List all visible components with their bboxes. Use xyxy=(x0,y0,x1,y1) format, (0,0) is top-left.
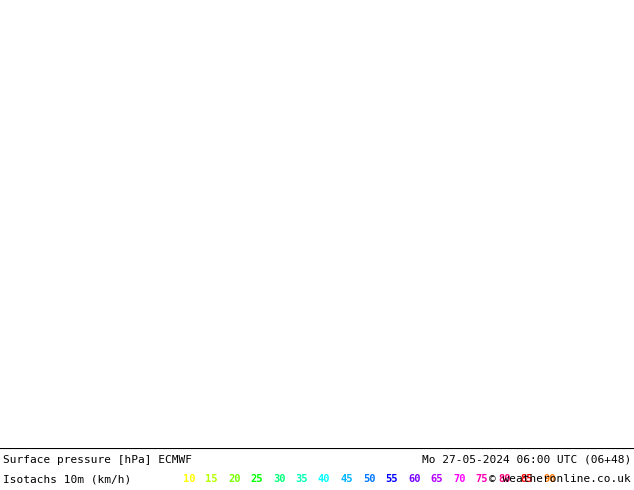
Text: 60: 60 xyxy=(408,474,420,485)
Text: 65: 65 xyxy=(430,474,443,485)
Text: 50: 50 xyxy=(363,474,375,485)
Text: 90: 90 xyxy=(543,474,555,485)
Text: 30: 30 xyxy=(273,474,285,485)
Text: 85: 85 xyxy=(521,474,533,485)
Text: 25: 25 xyxy=(250,474,263,485)
Text: Mo 27-05-2024 06:00 UTC (06+48): Mo 27-05-2024 06:00 UTC (06+48) xyxy=(422,455,631,465)
Text: Surface pressure [hPa] ECMWF: Surface pressure [hPa] ECMWF xyxy=(3,455,192,465)
Text: 80: 80 xyxy=(498,474,510,485)
Text: 70: 70 xyxy=(453,474,465,485)
Text: 45: 45 xyxy=(340,474,353,485)
Text: © weatheronline.co.uk: © weatheronline.co.uk xyxy=(489,474,631,485)
Text: 20: 20 xyxy=(228,474,240,485)
Text: 35: 35 xyxy=(295,474,308,485)
Text: 55: 55 xyxy=(385,474,398,485)
Text: Isotachs 10m (km/h): Isotachs 10m (km/h) xyxy=(3,474,131,485)
Text: 10: 10 xyxy=(183,474,195,485)
Text: 15: 15 xyxy=(205,474,218,485)
Text: 40: 40 xyxy=(318,474,330,485)
Text: 75: 75 xyxy=(476,474,488,485)
